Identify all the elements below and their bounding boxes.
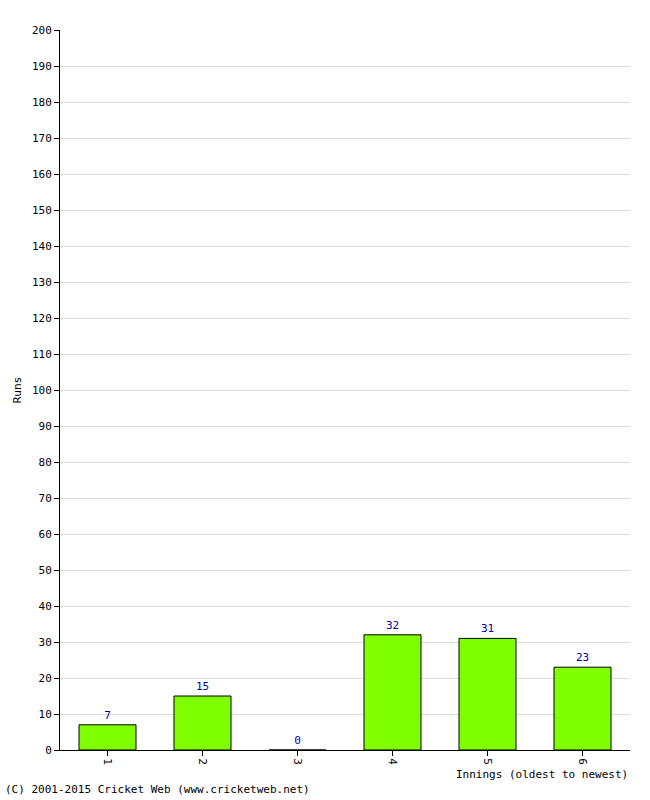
- svg-text:6: 6: [576, 758, 589, 765]
- svg-text:170: 170: [32, 132, 52, 145]
- svg-text:10: 10: [39, 708, 52, 721]
- svg-text:140: 140: [32, 240, 52, 253]
- svg-text:7: 7: [104, 709, 111, 722]
- svg-text:200: 200: [32, 24, 52, 37]
- svg-text:110: 110: [32, 348, 52, 361]
- svg-text:15: 15: [196, 680, 209, 693]
- svg-text:80: 80: [39, 456, 52, 469]
- svg-text:130: 130: [32, 276, 52, 289]
- svg-text:Innings (oldest to newest): Innings (oldest to newest): [456, 768, 628, 781]
- svg-text:60: 60: [39, 528, 52, 541]
- svg-text:90: 90: [39, 420, 52, 433]
- svg-text:4: 4: [386, 758, 399, 765]
- svg-text:190: 190: [32, 60, 52, 73]
- svg-text:70: 70: [39, 492, 52, 505]
- svg-text:30: 30: [39, 636, 52, 649]
- svg-text:0: 0: [45, 744, 52, 757]
- svg-text:40: 40: [39, 600, 52, 613]
- svg-text:Runs: Runs: [11, 377, 24, 404]
- svg-text:180: 180: [32, 96, 52, 109]
- svg-text:(C) 2001-2015 Cricket Web (www: (C) 2001-2015 Cricket Web (www.cricketwe…: [5, 783, 310, 796]
- svg-text:160: 160: [32, 168, 52, 181]
- svg-text:120: 120: [32, 312, 52, 325]
- svg-text:3: 3: [291, 758, 304, 765]
- svg-text:2: 2: [196, 758, 209, 765]
- svg-text:31: 31: [481, 622, 494, 635]
- svg-text:5: 5: [481, 758, 494, 765]
- svg-text:50: 50: [39, 564, 52, 577]
- svg-text:32: 32: [386, 619, 399, 632]
- svg-text:0: 0: [294, 734, 301, 747]
- svg-text:1: 1: [101, 758, 114, 765]
- svg-text:100: 100: [32, 384, 52, 397]
- svg-text:150: 150: [32, 204, 52, 217]
- svg-text:23: 23: [576, 651, 589, 664]
- svg-text:20: 20: [39, 672, 52, 685]
